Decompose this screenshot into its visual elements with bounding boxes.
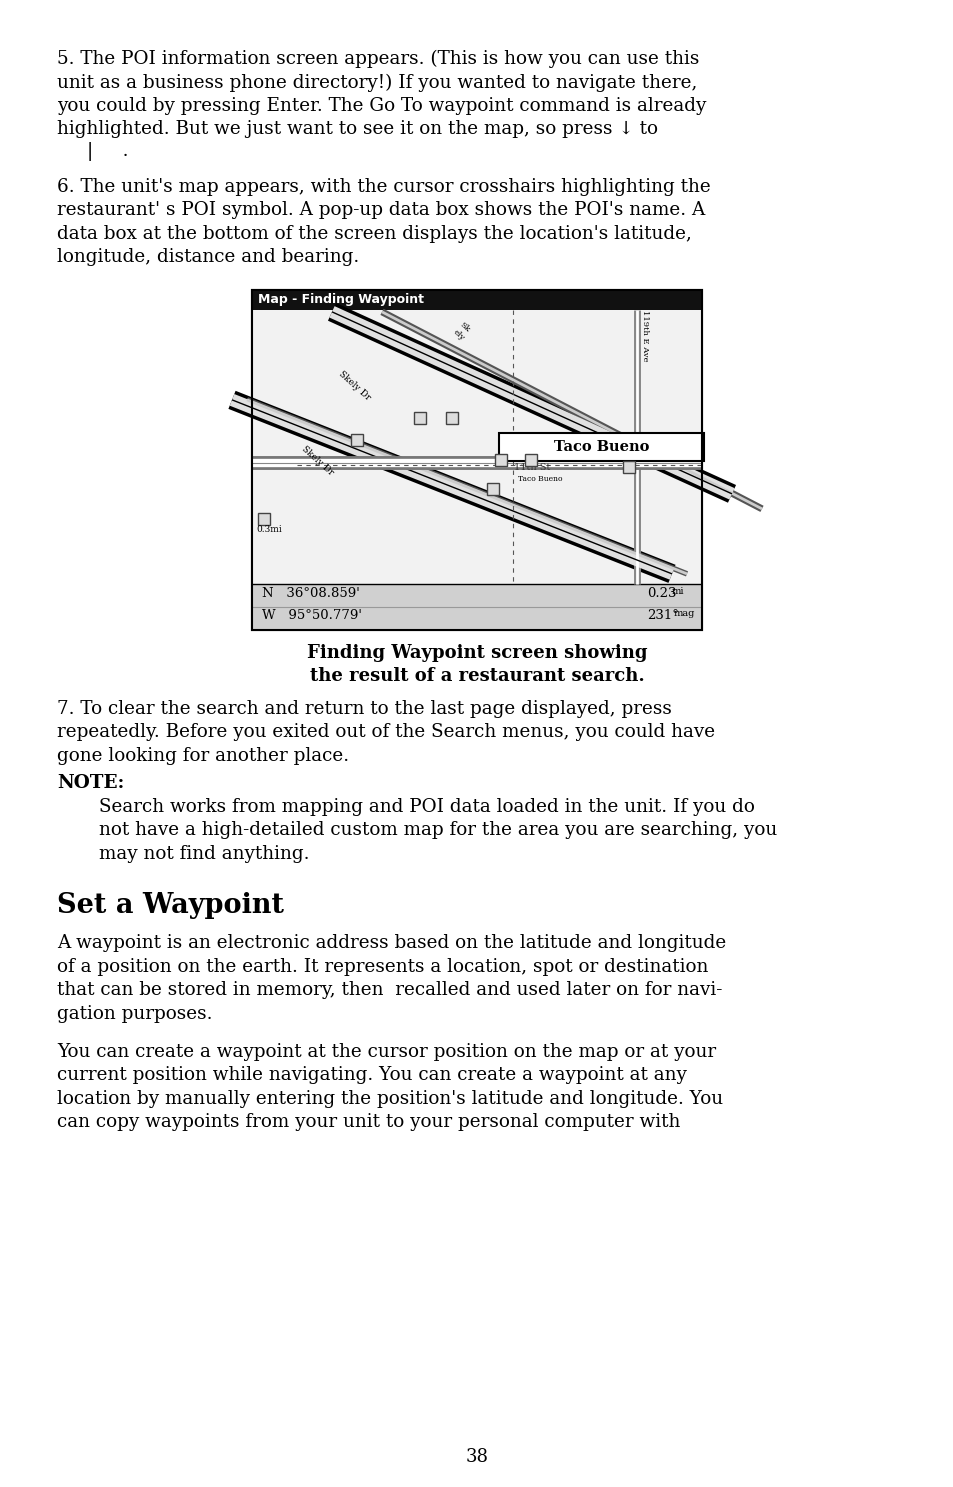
Text: gation purposes.: gation purposes. <box>57 1005 213 1023</box>
Bar <box>495 455 506 467</box>
Text: Skely Dr: Skely Dr <box>299 445 335 477</box>
Text: the result of a restaurant search.: the result of a restaurant search. <box>310 668 643 686</box>
Text: may not find anything.: may not find anything. <box>99 845 309 862</box>
Bar <box>622 461 635 473</box>
Text: 11th St: 11th St <box>514 464 550 473</box>
Text: 0.3mi: 0.3mi <box>255 525 281 534</box>
Text: restaurant' s POI symbol. A pop-up data box shows the POI's name. A: restaurant' s POI symbol. A pop-up data … <box>57 201 704 220</box>
Text: 38: 38 <box>465 1448 488 1466</box>
Text: current position while navigating. You can create a waypoint at any: current position while navigating. You c… <box>57 1066 686 1084</box>
Text: Taco Bueno: Taco Bueno <box>517 476 562 483</box>
Text: not have a high-detailed custom map for the area you are searching, you: not have a high-detailed custom map for … <box>99 821 777 839</box>
Text: Taco Bueno: Taco Bueno <box>554 440 649 455</box>
Bar <box>252 290 701 630</box>
Text: highlighted. But we just want to see it on the map, so press ↓ to: highlighted. But we just want to see it … <box>57 120 658 138</box>
Text: gone looking for another place.: gone looking for another place. <box>57 746 349 764</box>
Bar <box>252 309 701 584</box>
Bar <box>446 412 457 424</box>
Text: that can be stored in memory, then  recalled and used later on for navi-: that can be stored in memory, then recal… <box>57 981 721 999</box>
Text: repeatedly. Before you exited out of the Search menus, you could have: repeatedly. Before you exited out of the… <box>57 723 715 741</box>
Text: longitude, distance and bearing.: longitude, distance and bearing. <box>57 248 359 266</box>
Bar <box>414 412 426 424</box>
Text: Sk
ely: Sk ely <box>452 321 472 342</box>
Text: can copy waypoints from your unit to your personal computer with: can copy waypoints from your unit to you… <box>57 1114 679 1132</box>
Bar <box>257 513 270 525</box>
Text: 7. To clear the search and return to the last page displayed, press: 7. To clear the search and return to the… <box>57 699 671 718</box>
Text: N   36°08.859': N 36°08.859' <box>262 587 359 599</box>
Text: 119th E Ave: 119th E Ave <box>640 311 648 361</box>
Text: 231°: 231° <box>646 608 679 622</box>
Bar <box>486 483 498 495</box>
Bar <box>524 455 537 467</box>
Text: NOTE:: NOTE: <box>57 775 124 793</box>
Bar <box>252 584 701 630</box>
Text: 6. The unit's map appears, with the cursor crosshairs highlighting the: 6. The unit's map appears, with the curs… <box>57 178 710 196</box>
Text: you could by pressing Enter. The Go To waypoint command is already: you could by pressing Enter. The Go To w… <box>57 97 705 114</box>
Bar <box>252 290 701 309</box>
Text: Map - Finding Waypoint: Map - Finding Waypoint <box>257 293 423 306</box>
Text: Skely Dr: Skely Dr <box>336 369 372 401</box>
Text: mi: mi <box>671 587 684 596</box>
Text: Set a Waypoint: Set a Waypoint <box>57 892 284 919</box>
Text: You can create a waypoint at the cursor position on the map or at your: You can create a waypoint at the cursor … <box>57 1042 716 1060</box>
Text: location by manually entering the position's latitude and longitude. You: location by manually entering the positi… <box>57 1090 722 1108</box>
Text: of a position on the earth. It represents a location, spot or destination: of a position on the earth. It represent… <box>57 958 708 975</box>
Text: A waypoint is an electronic address based on the latitude and longitude: A waypoint is an electronic address base… <box>57 934 725 953</box>
Text: |     .: | . <box>87 141 129 161</box>
Text: Finding Waypoint screen showing: Finding Waypoint screen showing <box>307 644 646 662</box>
Text: 0.23: 0.23 <box>646 587 676 599</box>
Bar <box>499 433 703 461</box>
Bar <box>351 434 363 446</box>
Text: unit as a business phone directory!) If you wanted to navigate there,: unit as a business phone directory!) If … <box>57 73 697 92</box>
Text: Search works from mapping and POI data loaded in the unit. If you do: Search works from mapping and POI data l… <box>99 797 754 815</box>
Text: data box at the bottom of the screen displays the location's latitude,: data box at the bottom of the screen dis… <box>57 225 691 242</box>
Text: W   95°50.779': W 95°50.779' <box>262 608 361 622</box>
Bar <box>252 290 701 630</box>
Text: mag: mag <box>673 608 695 619</box>
Text: 5. The POI information screen appears. (This is how you can use this: 5. The POI information screen appears. (… <box>57 51 699 68</box>
